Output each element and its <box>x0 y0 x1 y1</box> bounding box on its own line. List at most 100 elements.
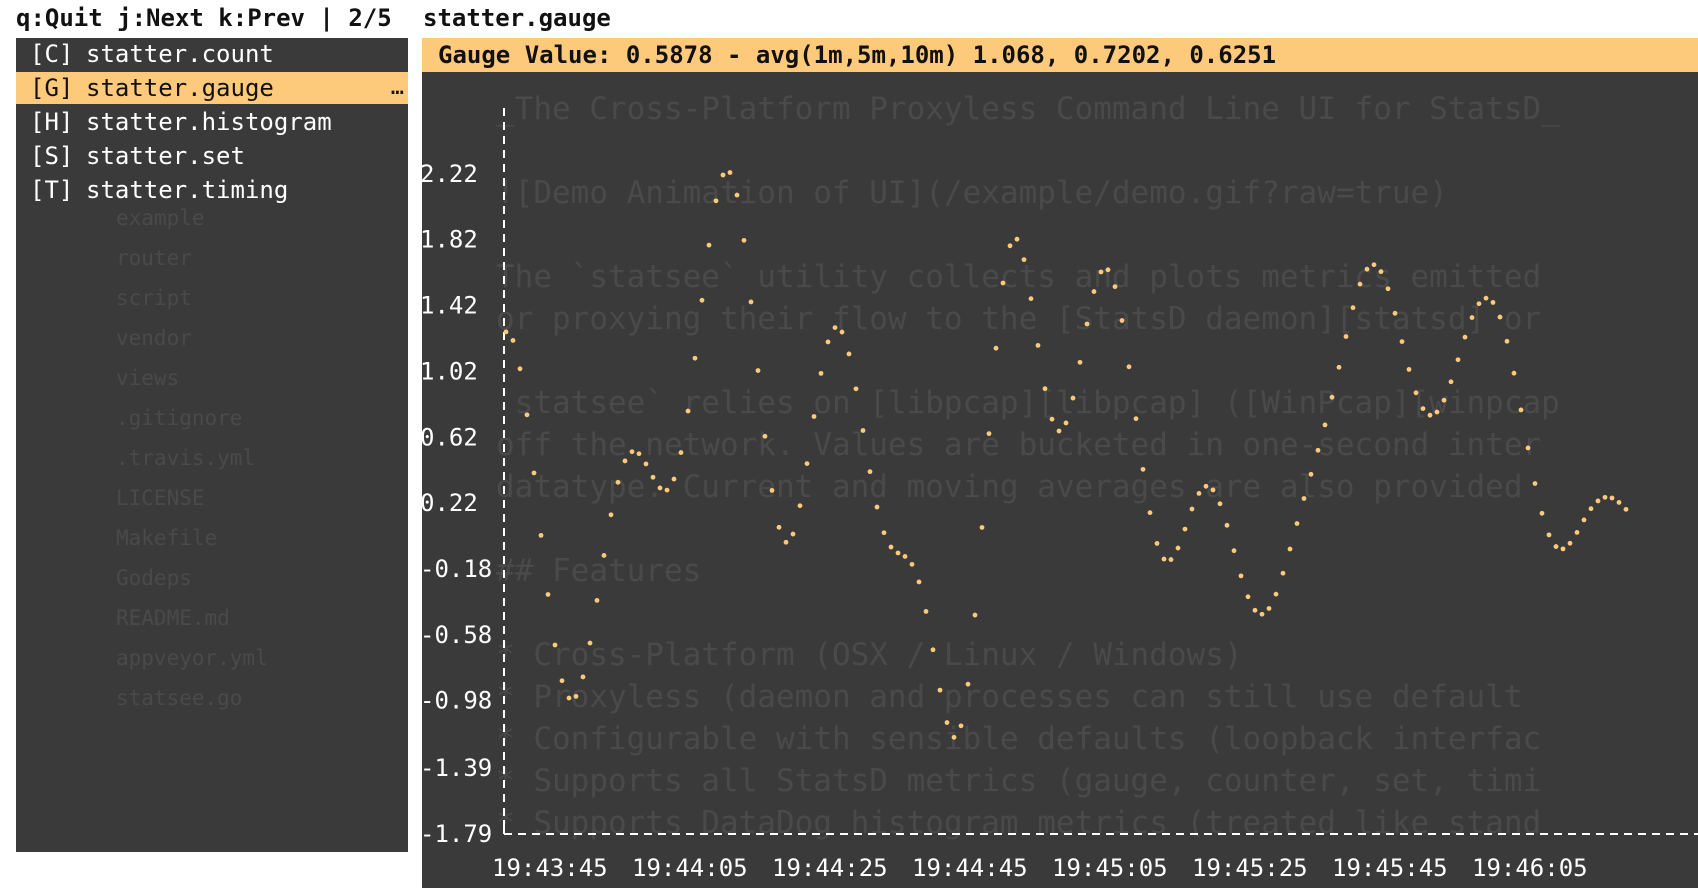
data-point <box>727 170 733 175</box>
data-point <box>678 450 684 455</box>
data-point <box>1210 487 1216 493</box>
x-tick-label: 19:45:25 <box>1192 854 1308 882</box>
data-point <box>1378 269 1384 275</box>
data-point <box>874 504 880 510</box>
gauge-scatter-chart: 2.22 1.82 1.42 1.02 0.62 0.22 -0.18 -0.58 -0.98 -… <box>422 108 1698 882</box>
data-point <box>1350 305 1356 311</box>
data-point <box>1567 540 1573 546</box>
data-point <box>573 693 579 699</box>
data-point <box>986 431 992 437</box>
data-point <box>1469 315 1475 320</box>
data-point <box>1035 342 1041 348</box>
data-point <box>1273 591 1279 597</box>
data-point <box>748 299 754 305</box>
data-point <box>1392 310 1398 316</box>
data-point <box>1147 510 1153 516</box>
data-point <box>1511 370 1517 376</box>
data-point <box>1154 541 1160 546</box>
ellipsis-icon: … <box>390 75 404 100</box>
data-point <box>552 642 558 648</box>
data-point <box>1168 557 1174 562</box>
data-point <box>1602 494 1608 500</box>
y-tick-label: 1.02 <box>422 357 478 385</box>
menu-item-statter-histogram[interactable]: [H] statter.histogram <box>16 106 408 138</box>
data-point <box>1329 394 1335 400</box>
data-point <box>601 553 607 558</box>
data-point <box>1203 483 1209 489</box>
y-tick-label: 1.42 <box>422 292 478 320</box>
data-point <box>1182 526 1188 532</box>
data-point <box>650 474 656 480</box>
data-point <box>1315 447 1321 453</box>
data-point <box>1385 286 1391 292</box>
data-point <box>503 329 509 335</box>
y-tick-label: -0.18 <box>422 555 492 583</box>
panel-title: statter.gauge <box>423 4 611 32</box>
data-point <box>1399 339 1405 345</box>
data-point <box>1119 318 1125 323</box>
data-point <box>909 561 915 567</box>
data-point <box>1259 611 1265 617</box>
data-point <box>587 640 593 646</box>
data-point <box>664 487 670 493</box>
data-point <box>1217 501 1223 507</box>
data-point <box>1616 500 1622 505</box>
data-point <box>1343 334 1349 339</box>
data-point <box>860 428 866 433</box>
menu-item-statter-gauge[interactable]: [G] statter.gauge … <box>16 72 408 104</box>
data-point <box>545 592 551 597</box>
data-point <box>1007 243 1013 249</box>
data-point <box>755 368 761 373</box>
data-point <box>1434 409 1440 415</box>
data-point <box>699 297 705 303</box>
data-point <box>1427 412 1433 418</box>
data-point <box>1322 422 1328 428</box>
data-point <box>762 433 768 439</box>
data-point <box>1063 420 1069 426</box>
x-tick-label: 19:44:45 <box>912 854 1028 882</box>
data-point <box>769 488 775 493</box>
menu-item-label: statter.count <box>86 40 274 68</box>
data-point <box>643 461 649 467</box>
data-point <box>1140 466 1146 472</box>
menu-item-statter-timing[interactable]: [T] statter.timing <box>16 174 408 206</box>
data-point <box>1077 359 1083 365</box>
data-point <box>1595 498 1601 504</box>
y-tick-label: -0.98 <box>422 687 492 715</box>
data-point <box>951 734 957 740</box>
data-point <box>1574 530 1580 535</box>
y-tick-label: 2.22 <box>422 160 478 188</box>
data-point <box>1483 295 1489 301</box>
data-point <box>1098 269 1104 275</box>
data-point <box>1189 506 1195 512</box>
data-point <box>839 329 845 335</box>
data-point <box>1441 397 1447 403</box>
data-point <box>979 525 985 530</box>
data-point <box>818 370 824 376</box>
data-point <box>1245 594 1251 600</box>
data-point <box>1084 321 1090 327</box>
menu-item-statter-set[interactable]: [S] statter.set <box>16 140 408 172</box>
menu-item-statter-count[interactable]: [C] statter.count <box>16 38 408 70</box>
data-point <box>1266 606 1272 611</box>
y-tick-label: -1.39 <box>422 754 492 782</box>
data-point <box>1042 386 1048 392</box>
data-point <box>1252 607 1258 613</box>
menu-item-label: statter.gauge <box>86 74 274 102</box>
data-point <box>1588 506 1594 512</box>
data-point <box>1364 266 1370 272</box>
data-point <box>1609 495 1615 501</box>
data-point <box>1301 496 1307 501</box>
data-point <box>930 647 936 653</box>
menu-item-key: [C] <box>30 40 74 68</box>
data-point <box>671 476 677 482</box>
menu-item-key: [S] <box>30 142 74 170</box>
data-point <box>1497 314 1503 320</box>
data-point <box>825 339 831 345</box>
data-point <box>1070 395 1076 401</box>
data-point <box>1196 490 1202 496</box>
data-point <box>1448 379 1454 385</box>
data-point <box>1161 556 1167 562</box>
data-point <box>1371 262 1377 268</box>
data-point <box>811 414 817 419</box>
